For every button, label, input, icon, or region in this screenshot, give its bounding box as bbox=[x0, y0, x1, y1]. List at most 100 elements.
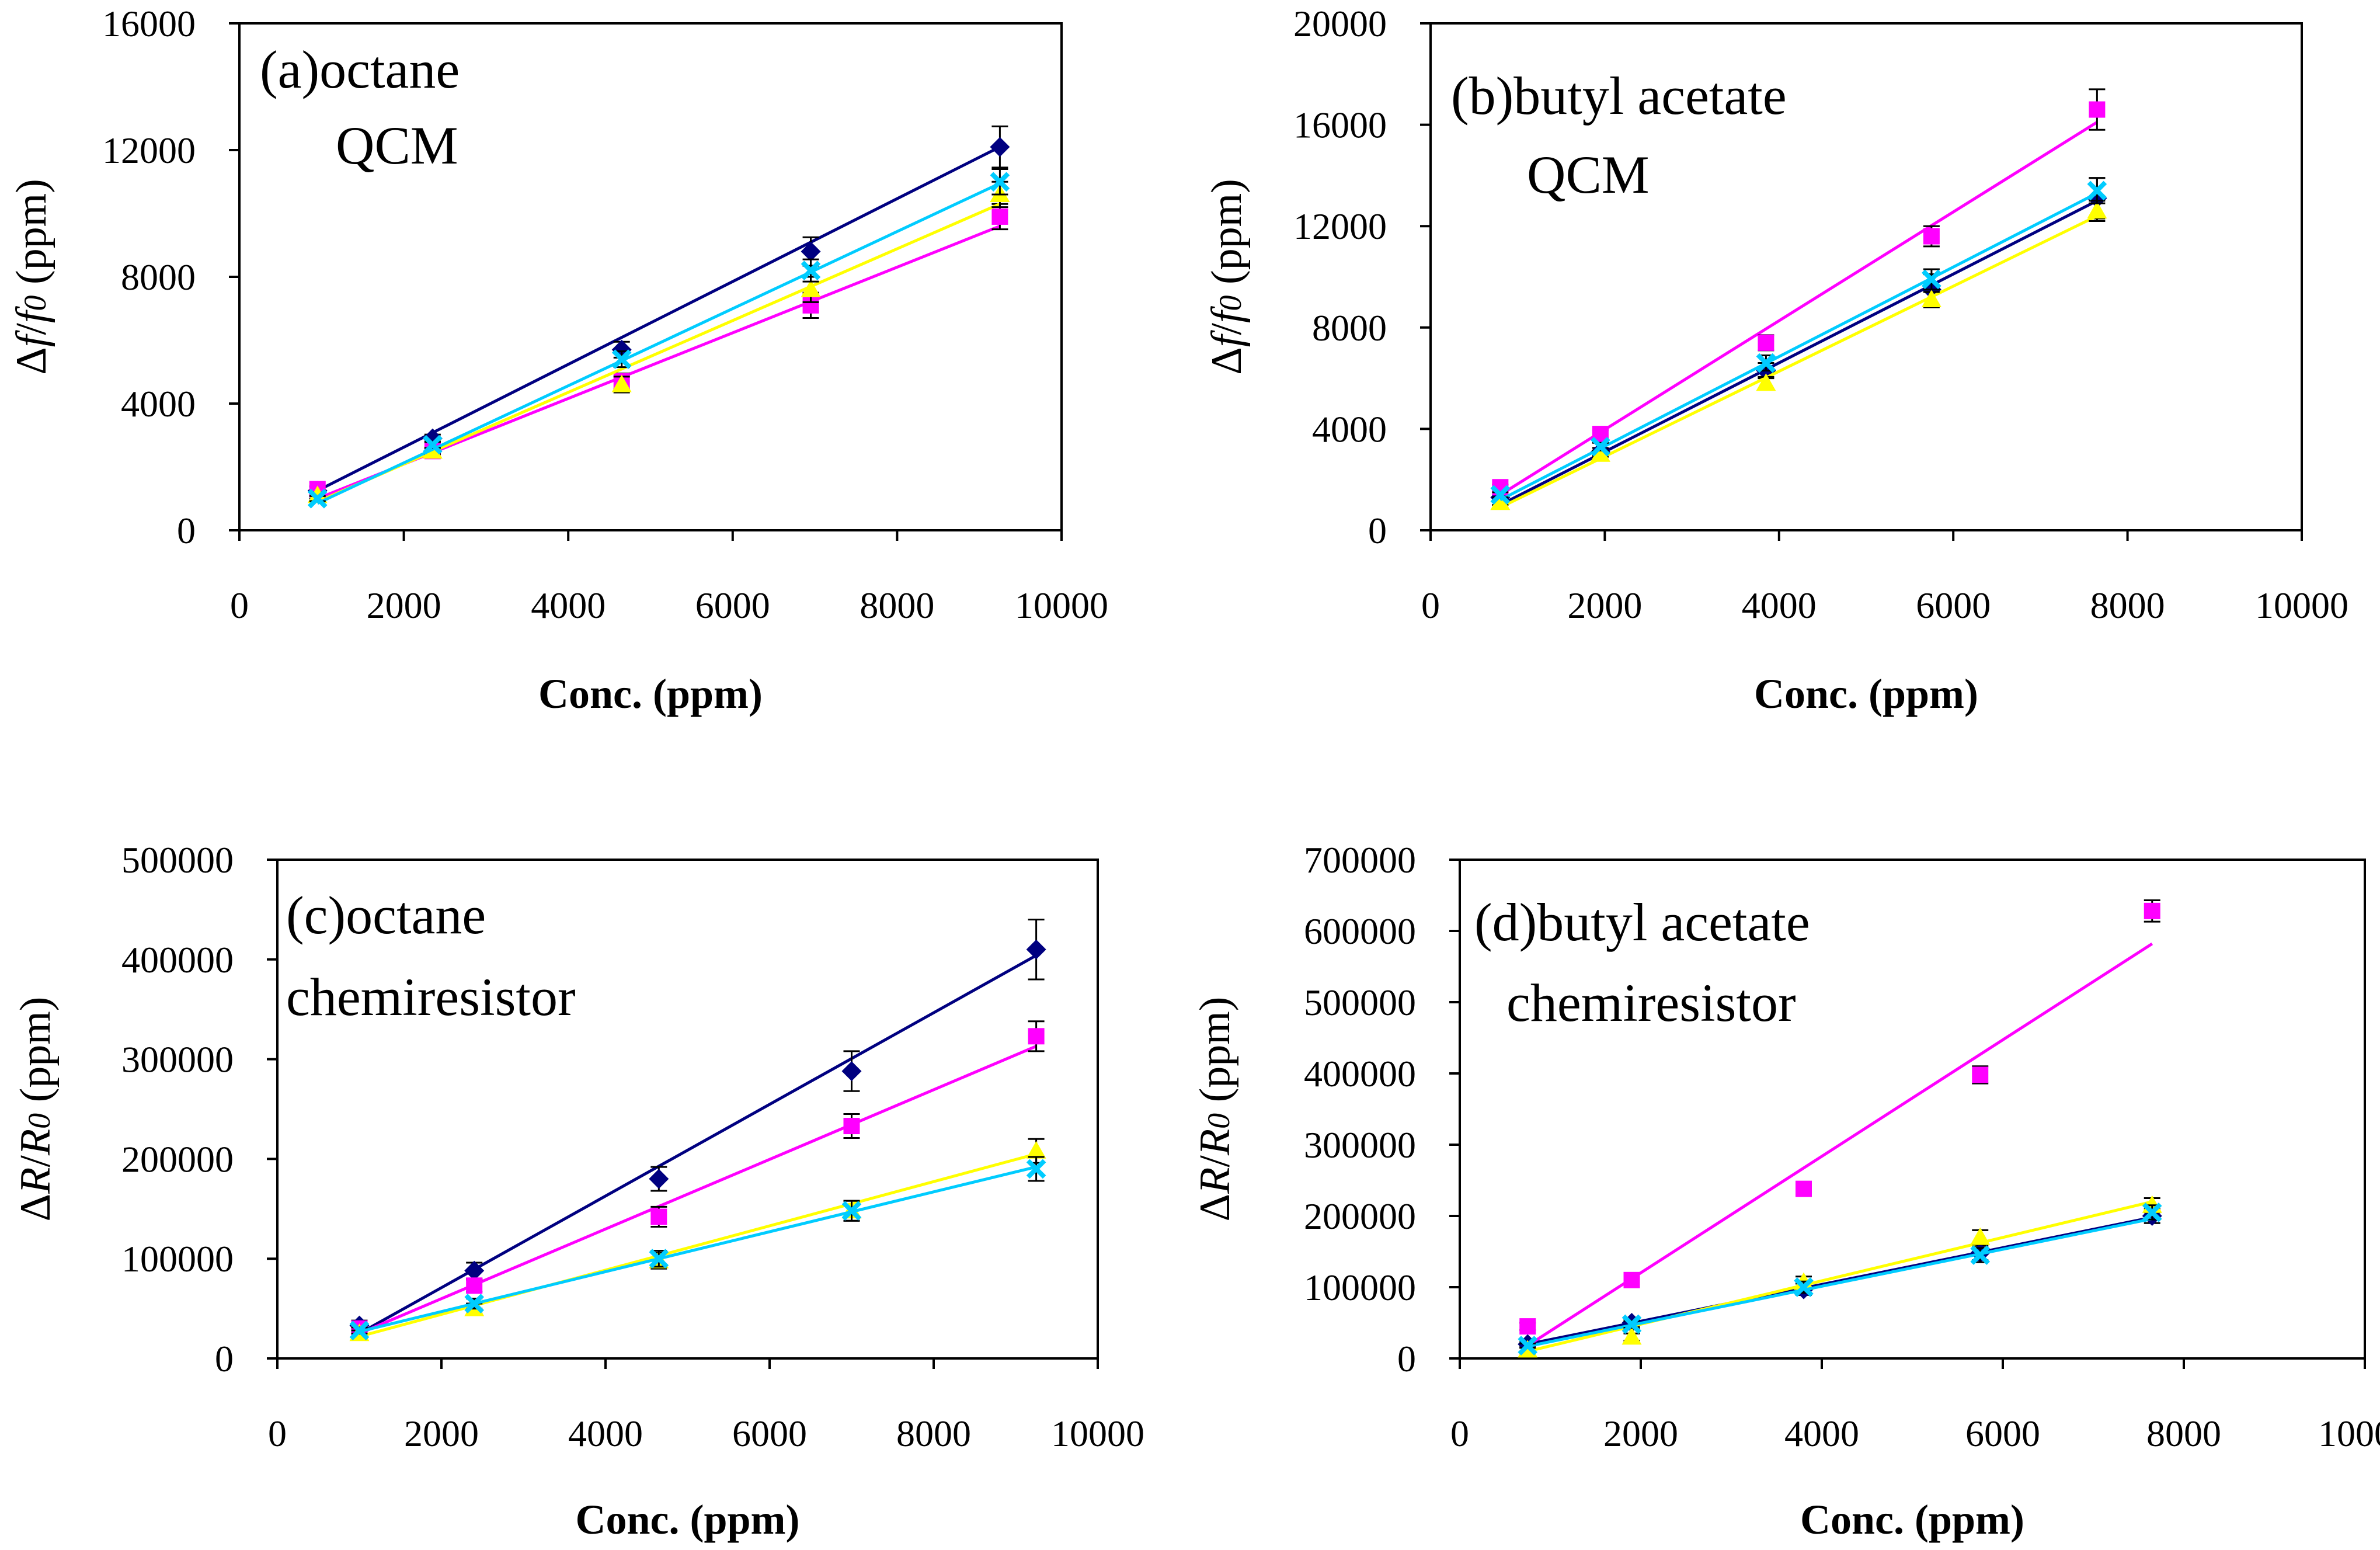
y-tick-label: 400000 bbox=[121, 939, 234, 981]
x-tick-label: 10000 bbox=[2255, 585, 2348, 626]
y-axis-title-part: 0 bbox=[1213, 296, 1248, 311]
data-point-yellow bbox=[1622, 1327, 1642, 1345]
data-point-navy bbox=[1026, 939, 1046, 960]
y-tick-label: 8000 bbox=[121, 256, 196, 298]
data-point-navy bbox=[464, 1260, 485, 1281]
chart-panel-c: 0 2000 4000 6000 8000 10000010000020000030000… bbox=[12, 839, 1144, 1543]
fit-line-yellow bbox=[1499, 214, 2098, 509]
series-magenta bbox=[1519, 899, 2160, 1347]
series-magenta bbox=[351, 1020, 1045, 1337]
y-axis-title-part: / bbox=[1203, 323, 1251, 335]
series-cyan bbox=[349, 1156, 1046, 1341]
x-tick-label: 2000 bbox=[1567, 585, 1642, 626]
data-point-cyan bbox=[423, 435, 443, 455]
data-point-cyan bbox=[2142, 1203, 2162, 1222]
y-axis-title: ΔR/R0 (ppm) bbox=[1191, 997, 1239, 1222]
y-tick-label: 16000 bbox=[1293, 105, 1387, 146]
x-tick-label: 6000 bbox=[732, 1413, 807, 1454]
y-axis-title-part: 0 bbox=[1201, 1113, 1236, 1129]
y-tick-label: 8000 bbox=[1312, 307, 1387, 349]
data-point-yellow bbox=[1970, 1227, 1991, 1245]
x-tick-label: 0 bbox=[1450, 1413, 1469, 1454]
y-axis-title: Δf/f0 (ppm) bbox=[1203, 179, 1251, 375]
x-tick-label: 4000 bbox=[568, 1413, 643, 1454]
data-point-magenta bbox=[466, 1277, 483, 1294]
x-tick-label: 0 bbox=[1421, 585, 1440, 626]
x-tick-label: 0 bbox=[268, 1413, 287, 1454]
data-point-cyan bbox=[990, 172, 1010, 192]
data-point-cyan bbox=[801, 260, 821, 280]
data-point-magenta bbox=[650, 1208, 667, 1225]
data-point-yellow bbox=[307, 485, 328, 503]
fit-line-cyan bbox=[1527, 1217, 2153, 1348]
chart-panel-b: 0 2000 4000 6000 8000 10000 0 4000 8000 12000 1600… bbox=[1203, 3, 2348, 717]
data-point-yellow bbox=[1026, 1141, 1046, 1159]
panel-annotation: (c)octane bbox=[286, 885, 486, 945]
data-point-cyan bbox=[1970, 1245, 1991, 1265]
data-point-yellow bbox=[1921, 290, 1941, 308]
data-point-cyan bbox=[349, 1320, 370, 1341]
data-point-cyan bbox=[1518, 1336, 1538, 1356]
y-axis-title-part: / bbox=[12, 1155, 60, 1167]
data-point-yellow bbox=[1490, 492, 1511, 510]
chart-panel-d: 0200040006000800010000010000020000030000… bbox=[1191, 839, 2380, 1543]
panel-annotation: chemiresistor bbox=[286, 967, 576, 1027]
data-point-magenta bbox=[1623, 1271, 1640, 1288]
x-tick-label: 4000 bbox=[1784, 1413, 1859, 1454]
x-tick-label: 8000 bbox=[2090, 585, 2165, 626]
y-tick-label: 300000 bbox=[1304, 1124, 1416, 1166]
fit-line-cyan bbox=[359, 1165, 1037, 1333]
data-point-magenta bbox=[2144, 902, 2160, 919]
x-tick-label: 2000 bbox=[404, 1413, 479, 1454]
fit-line-cyan bbox=[1499, 192, 2098, 502]
x-axis-title: Conc. (ppm) bbox=[1800, 1496, 2024, 1543]
x-tick-label: 6000 bbox=[1965, 1413, 2040, 1454]
y-tick-label: 12000 bbox=[102, 130, 196, 171]
x-axis-title: Conc. (ppm) bbox=[1754, 670, 1978, 717]
y-axis-title-part: R bbox=[12, 1129, 60, 1156]
data-point-magenta bbox=[2089, 101, 2106, 118]
data-point-magenta bbox=[1923, 228, 1940, 245]
data-point-magenta bbox=[1972, 1066, 1989, 1083]
x-tick-label: 0 bbox=[230, 585, 249, 626]
data-point-yellow bbox=[1590, 444, 1610, 462]
y-tick-label: 200000 bbox=[1304, 1195, 1416, 1237]
fit-line-navy bbox=[1527, 1215, 2153, 1346]
y-tick-label: 500000 bbox=[121, 839, 234, 881]
data-point-cyan bbox=[1922, 269, 1941, 290]
data-point-cyan bbox=[841, 1201, 862, 1221]
y-tick-label: 4000 bbox=[1312, 408, 1387, 450]
y-axis-title: Δf/f0 (ppm) bbox=[8, 179, 55, 375]
panel-annotation: QCM bbox=[1527, 145, 1650, 204]
y-axis-title-part: (ppm) bbox=[8, 179, 55, 295]
y-tick-label: 20000 bbox=[1293, 3, 1387, 44]
data-point-yellow bbox=[611, 374, 632, 392]
y-tick-label: 100000 bbox=[121, 1238, 234, 1280]
plot-frame bbox=[1429, 22, 2303, 531]
y-axis-title-part: (ppm) bbox=[1203, 179, 1251, 295]
data-point-magenta bbox=[991, 208, 1008, 225]
series-yellow bbox=[307, 180, 1010, 503]
data-point-cyan bbox=[1622, 1314, 1642, 1334]
y-tick-label: 600000 bbox=[1304, 910, 1416, 952]
x-tick-label: 10000 bbox=[1051, 1413, 1144, 1454]
data-point-cyan bbox=[1026, 1159, 1046, 1179]
y-axis-title-part: / bbox=[8, 323, 55, 335]
y-tick-label: 16000 bbox=[102, 3, 196, 44]
x-axis-title: Conc. (ppm) bbox=[575, 1496, 799, 1543]
data-point-cyan bbox=[2087, 180, 2107, 201]
x-tick-label: 2000 bbox=[1603, 1413, 1678, 1454]
y-tick-label: 0 bbox=[215, 1338, 234, 1379]
plot-frame bbox=[1459, 859, 2366, 1360]
fit-line-magenta bbox=[359, 1045, 1037, 1335]
data-point-cyan bbox=[1591, 436, 1610, 457]
y-axis-title-part: R bbox=[12, 1167, 60, 1194]
y-axis-title-part: Δ bbox=[12, 1194, 60, 1222]
x-tick-label: 8000 bbox=[896, 1413, 971, 1454]
fit-line-yellow bbox=[1527, 1200, 2153, 1353]
data-point-navy bbox=[990, 137, 1010, 157]
x-tick-label: 6000 bbox=[1916, 585, 1991, 626]
y-axis-title-part: Δ bbox=[1191, 1194, 1239, 1222]
y-tick-label: 12000 bbox=[1293, 206, 1387, 247]
